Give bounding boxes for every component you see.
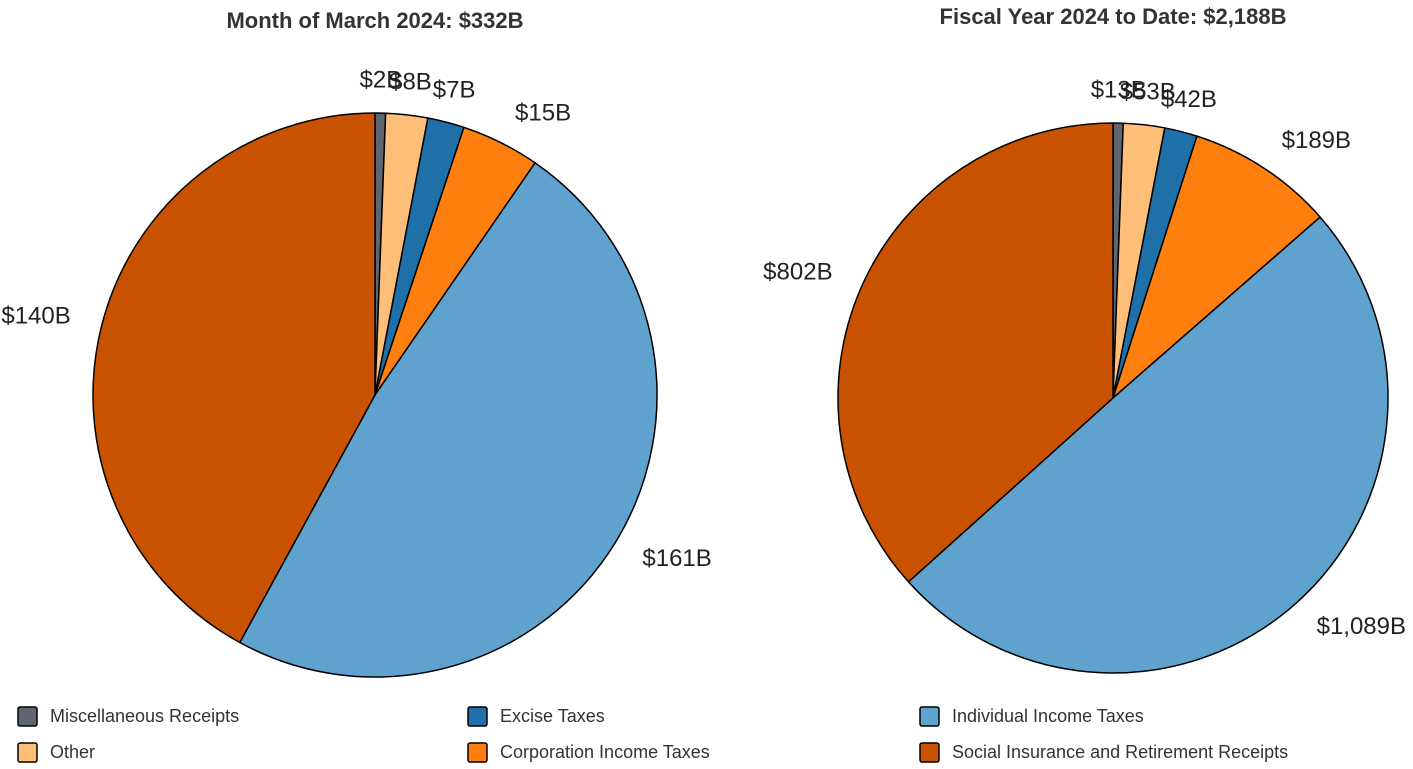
value-label: $53B [1120,78,1176,105]
legend-swatch [467,706,488,727]
pie-slice [239,162,658,678]
value-label: $2B [360,66,403,93]
pie-slice [907,216,1389,674]
legend-swatch [467,742,488,763]
value-label: $13B [1091,76,1147,103]
legend-swatch [919,706,940,727]
value-label: $42B [1161,86,1217,113]
legend-label: Miscellaneous Receipts [50,706,239,726]
value-label: $8B [389,68,432,95]
legend-swatch [919,742,940,763]
legend-label: Individual Income Taxes [952,706,1144,726]
value-label: $161B [642,545,711,572]
chart-title: Fiscal Year 2024 to Date: $2,188B [940,4,1287,29]
value-label: $1,089B [1317,613,1406,640]
legend-label: Social Insurance and Retirement Receipts [952,742,1288,762]
legend-label: Corporation Income Taxes [500,742,710,762]
legend-swatch [17,706,38,727]
value-label: $15B [515,99,571,126]
value-label: $140B [1,303,70,330]
legend-swatch [17,742,38,763]
value-label: $802B [763,258,832,285]
legend-label: Excise Taxes [500,706,605,726]
pie-slice [92,112,376,644]
chart-title: Month of March 2024: $332B [226,8,523,33]
value-label: $7B [433,76,476,103]
pie-slice [837,122,1114,583]
value-label: $189B [1282,127,1351,154]
pie-slice [1112,135,1321,399]
legend-label: Other [50,742,95,762]
